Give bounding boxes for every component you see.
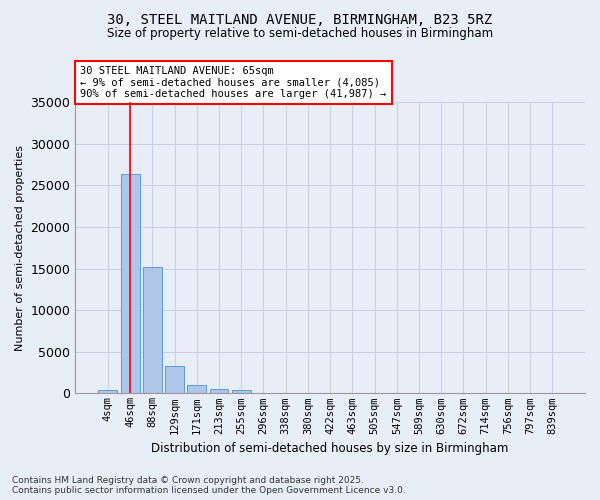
Text: Contains HM Land Registry data © Crown copyright and database right 2025.
Contai: Contains HM Land Registry data © Crown c…	[12, 476, 406, 495]
Bar	[165, 366, 184, 394]
Bar	[232, 390, 251, 394]
Bar	[143, 267, 162, 394]
Bar	[98, 390, 118, 394]
Text: 30 STEEL MAITLAND AVENUE: 65sqm
← 9% of semi-detached houses are smaller (4,085): 30 STEEL MAITLAND AVENUE: 65sqm ← 9% of …	[80, 66, 386, 99]
Bar	[209, 389, 229, 394]
Bar	[187, 384, 206, 394]
Text: 30, STEEL MAITLAND AVENUE, BIRMINGHAM, B23 5RZ: 30, STEEL MAITLAND AVENUE, BIRMINGHAM, B…	[107, 12, 493, 26]
Text: Size of property relative to semi-detached houses in Birmingham: Size of property relative to semi-detach…	[107, 28, 493, 40]
Y-axis label: Number of semi-detached properties: Number of semi-detached properties	[15, 144, 25, 350]
X-axis label: Distribution of semi-detached houses by size in Birmingham: Distribution of semi-detached houses by …	[151, 442, 509, 455]
Bar	[121, 174, 140, 394]
